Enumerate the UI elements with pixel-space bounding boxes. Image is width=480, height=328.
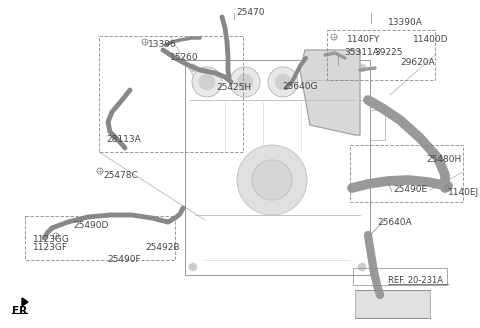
Text: 29620A: 29620A xyxy=(400,58,434,67)
Circle shape xyxy=(189,64,197,72)
Text: 11400D: 11400D xyxy=(413,35,448,44)
Text: 1140FY: 1140FY xyxy=(347,35,380,44)
Bar xyxy=(355,290,430,318)
Text: 25490E: 25490E xyxy=(393,185,427,194)
Circle shape xyxy=(230,67,260,97)
Text: 25478C: 25478C xyxy=(103,171,138,180)
Text: 1140EJ: 1140EJ xyxy=(448,188,479,197)
Circle shape xyxy=(268,67,298,97)
Text: FR: FR xyxy=(12,306,27,316)
Text: 15260: 15260 xyxy=(170,53,199,62)
Circle shape xyxy=(252,160,292,200)
Text: 25490D: 25490D xyxy=(73,221,108,230)
Text: 1123GG: 1123GG xyxy=(33,235,70,244)
Circle shape xyxy=(313,74,329,90)
Text: 25640A: 25640A xyxy=(377,218,412,227)
Text: 13390A: 13390A xyxy=(388,18,423,27)
Bar xyxy=(350,145,463,202)
Bar xyxy=(327,30,435,80)
Text: 25425H: 25425H xyxy=(216,83,251,92)
Circle shape xyxy=(237,74,253,90)
Bar xyxy=(25,216,175,260)
Circle shape xyxy=(275,74,291,90)
Text: 28113A: 28113A xyxy=(106,135,141,144)
Circle shape xyxy=(189,263,197,271)
Text: 35311A: 35311A xyxy=(344,48,379,57)
Circle shape xyxy=(358,263,366,271)
Circle shape xyxy=(358,64,366,72)
Polygon shape xyxy=(300,50,360,135)
Polygon shape xyxy=(22,298,28,306)
Text: 25470: 25470 xyxy=(236,8,264,17)
Bar xyxy=(99,36,243,152)
Text: 25480H: 25480H xyxy=(426,155,461,164)
Text: 39225: 39225 xyxy=(374,48,403,57)
Circle shape xyxy=(192,67,222,97)
Circle shape xyxy=(306,67,336,97)
Text: 25490F: 25490F xyxy=(107,255,141,264)
Text: 13396: 13396 xyxy=(148,40,177,49)
Circle shape xyxy=(237,145,307,215)
Text: 25640G: 25640G xyxy=(282,82,317,91)
Text: 25492B: 25492B xyxy=(145,243,180,252)
Bar xyxy=(353,268,447,285)
Circle shape xyxy=(199,74,215,90)
Text: REF. 20-231A: REF. 20-231A xyxy=(388,276,443,285)
Text: 1123GF: 1123GF xyxy=(33,243,68,252)
